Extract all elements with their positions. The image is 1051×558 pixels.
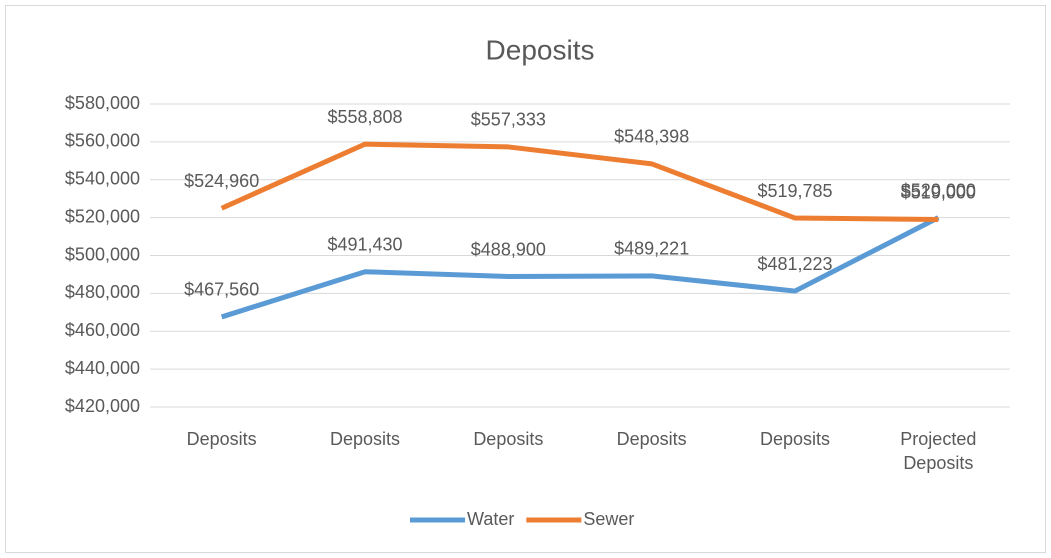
x-tick-label: Deposits — [473, 429, 544, 449]
data-label: $520,000 — [901, 180, 976, 200]
y-tick-label: $580,000 — [65, 93, 140, 113]
data-label: $558,808 — [327, 107, 402, 127]
data-label: $467,560 — [184, 280, 259, 300]
chart-border — [5, 5, 1046, 553]
x-tick-label: Projected Deposits — [900, 429, 977, 473]
data-label: $519,785 — [757, 181, 832, 201]
y-tick-label: $480,000 — [65, 282, 140, 302]
y-tick-label: $540,000 — [65, 169, 140, 189]
legend-label: Water — [467, 509, 514, 529]
data-label: $481,223 — [757, 254, 832, 274]
data-label: $489,221 — [614, 239, 689, 259]
data-label: $557,333 — [471, 110, 546, 130]
data-label: $491,430 — [327, 234, 402, 254]
line-series — [220, 141, 939, 223]
legend-label: Sewer — [583, 509, 634, 529]
y-tick-label: $440,000 — [65, 358, 140, 378]
chart-title: Deposits — [486, 34, 595, 65]
y-tick-label: $420,000 — [65, 396, 140, 416]
x-tick-label: Deposits — [759, 429, 831, 449]
data-label: $488,900 — [471, 239, 546, 259]
y-tick-label: $500,000 — [65, 244, 140, 264]
x-tick-label: Deposits — [616, 429, 687, 449]
x-tick-label: Deposits — [329, 429, 401, 449]
y-tick-label: $560,000 — [65, 131, 140, 151]
data-label: $524,960 — [184, 171, 259, 191]
y-tick-label: $460,000 — [65, 320, 140, 340]
data-label: $519,000 — [901, 182, 976, 202]
y-tick-label: $520,000 — [65, 206, 140, 226]
data-label: $548,398 — [614, 127, 689, 147]
line-series — [220, 215, 940, 320]
x-tick-label: Deposits — [186, 429, 257, 449]
